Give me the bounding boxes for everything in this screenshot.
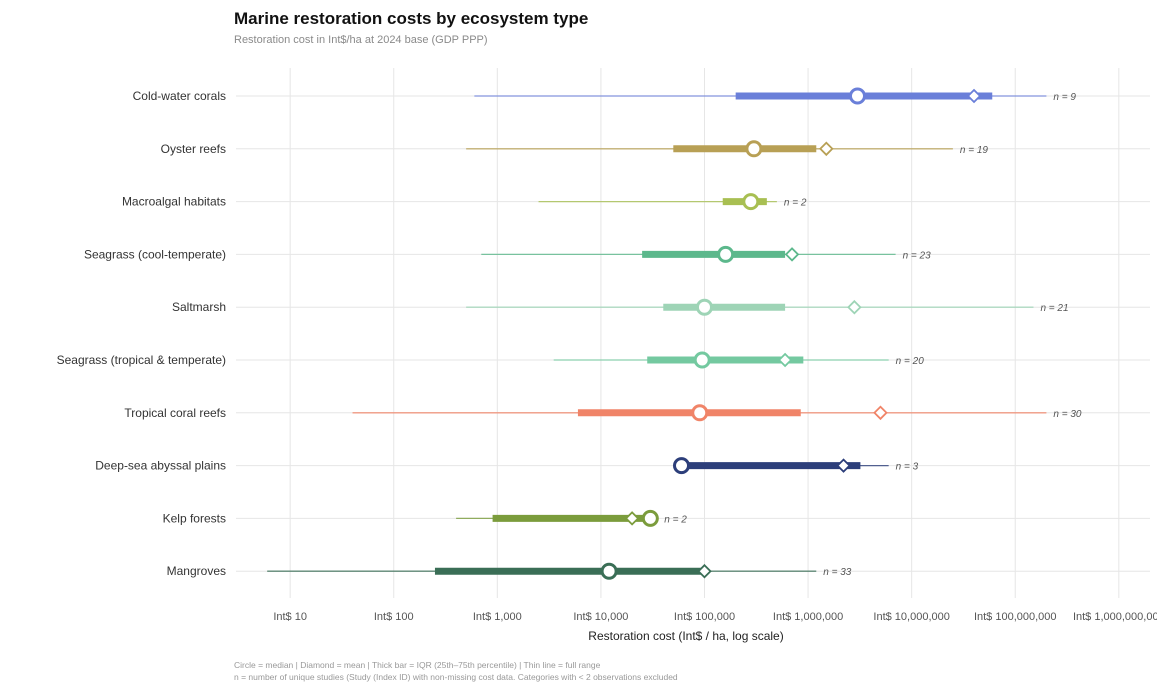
n-label: n = 20 (896, 356, 925, 367)
n-label: n = 19 (960, 145, 989, 156)
median-circle (691, 404, 709, 422)
n-label: n = 30 (1053, 409, 1082, 420)
x-tick-label: Int$ 100,000,000 (974, 611, 1057, 623)
category-label: Deep-sea abyssal plains (95, 459, 226, 473)
chart-subtitle: Restoration cost in Int$/ha at 2024 base… (234, 34, 488, 46)
series-row: Saltmarsh n = 21 (172, 298, 1069, 316)
series-row: Mangroves n = 33 (167, 562, 852, 580)
category-label: Cold-water corals (133, 89, 226, 103)
n-label: n = 33 (823, 567, 852, 578)
median-circle (848, 87, 866, 105)
mean-diamond (697, 563, 712, 579)
median-circle (695, 298, 713, 316)
series-row: Kelp forests n = 2 (163, 509, 687, 527)
series-row: Seagrass (tropical & temperate) n = 20 (57, 351, 925, 369)
mean-diamond (836, 458, 851, 473)
median-circle (673, 457, 691, 475)
mean-diamond (873, 405, 888, 421)
mean-diamond (819, 141, 834, 157)
category-label: Saltmarsh (172, 300, 226, 314)
category-label: Mangroves (167, 564, 226, 578)
series: Cold-water corals n = 9 Oyster reefs n = 19… (57, 87, 1082, 580)
median-circle (742, 193, 760, 211)
x-tick-label: Int$ 1,000,000,000 (1073, 611, 1157, 623)
mean-diamond (624, 511, 640, 526)
category-label: Kelp forests (163, 511, 226, 525)
x-tick-label: Int$ 10,000,000 (873, 611, 949, 623)
series-row: Tropical coral reefs n = 30 (124, 404, 1082, 422)
x-axis-ticks: Int$ 10 Int$ 100 Int$ 1,000 Int$ 10,000 Int$… (273, 611, 1157, 623)
x-tick-label: Int$ 1,000,000 (773, 611, 843, 623)
x-tick-label: Int$ 10 (273, 611, 307, 623)
category-label: Seagrass (tropical & temperate) (57, 353, 226, 367)
x-tick-label: Int$ 1,000 (473, 611, 522, 623)
chart-title: Marine restoration costs by ecosystem ty… (234, 9, 588, 28)
mean-diamond (777, 352, 793, 368)
x-tick-label: Int$ 100 (374, 611, 414, 623)
mean-diamond (784, 247, 800, 262)
n-label: n = 3 (896, 462, 919, 473)
category-label: Seagrass (cool-temperate) (84, 247, 226, 261)
mean-diamond (847, 299, 862, 315)
n-label: n = 9 (1053, 92, 1076, 103)
x-axis-label: Restoration cost (Int$ / ha, log scale) (588, 629, 783, 643)
median-circle (600, 562, 618, 580)
median-circle (641, 509, 659, 527)
median-circle (745, 140, 763, 158)
n-label: n = 2 (784, 198, 807, 209)
caption-line-1: Circle = median | Diamond = mean | Thick… (234, 660, 601, 670)
caption-line-2: n = number of unique studies (Study (Ind… (234, 672, 678, 682)
n-label: n = 2 (664, 514, 687, 525)
series-row: Deep-sea abyssal plains n = 3 (95, 457, 919, 475)
series-row: Seagrass (cool-temperate) n = 23 (84, 245, 932, 263)
series-row: Macroalgal habitats n = 2 (122, 193, 807, 211)
median-circle (693, 351, 711, 369)
x-tick-label: Int$ 100,000 (674, 611, 735, 623)
series-row: Cold-water corals n = 9 (133, 87, 1076, 105)
series-row: Oyster reefs n = 19 (161, 140, 989, 158)
category-label: Tropical coral reefs (124, 406, 226, 420)
n-label: n = 21 (1040, 303, 1068, 314)
median-circle (717, 245, 735, 263)
mean-diamond (966, 88, 982, 104)
x-tick-label: Int$ 10,000 (573, 611, 628, 623)
category-label: Oyster reefs (161, 142, 226, 156)
n-label: n = 23 (903, 250, 932, 261)
category-label: Macroalgal habitats (122, 195, 226, 209)
